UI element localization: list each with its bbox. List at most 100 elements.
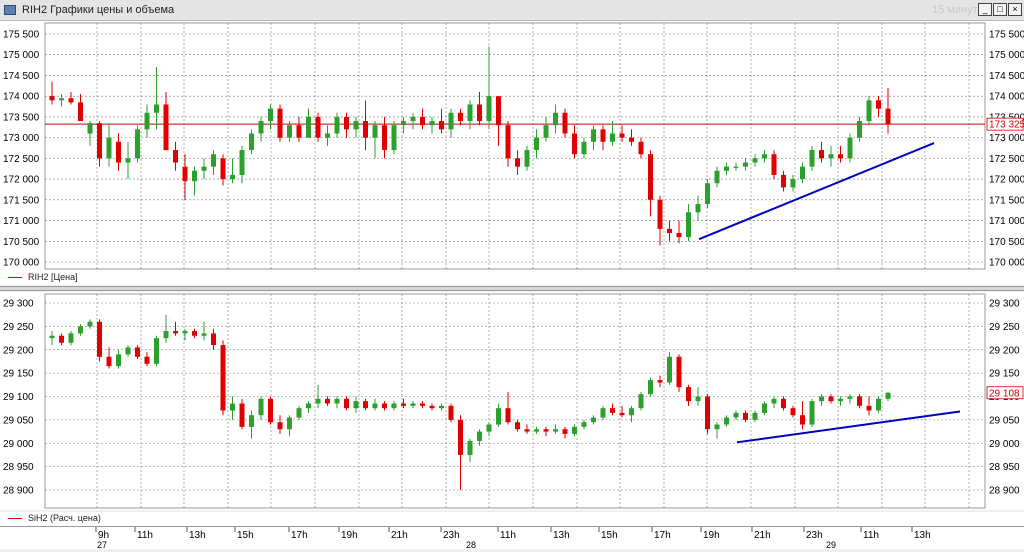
- candle-body: [277, 422, 283, 430]
- candle-body: [372, 403, 378, 409]
- candle-body: [705, 183, 710, 204]
- candle-body: [838, 154, 843, 159]
- current-price-label: 29 108: [989, 388, 1020, 399]
- candle-body: [173, 331, 178, 334]
- candle-body: [686, 387, 691, 402]
- candle-body: [657, 199, 663, 229]
- time-day-label: 28: [466, 540, 476, 549]
- candle-body: [59, 335, 64, 343]
- candle-body: [287, 125, 292, 138]
- y-tick-label-left: 175 500: [3, 30, 40, 41]
- time-axis-labels: 9h 11h 13h 15h 17h 19h 21h 23h 11h 13h 15h 17h 19h 21…: [95, 527, 931, 550]
- candle-body: [353, 401, 359, 409]
- sih2-candlestick-chart[interactable]: 29 300 29 300 29 250 29 250 29 200 29 200 29 1…: [0, 292, 1024, 510]
- candle-body: [467, 440, 473, 455]
- time-hour-label: 19h: [341, 530, 358, 541]
- candle-body: [486, 96, 492, 122]
- candle-body: [610, 133, 615, 142]
- candle-body: [781, 174, 786, 188]
- candle-body: [828, 396, 834, 402]
- candle-body: [847, 137, 853, 159]
- y-tick-label-left: 174 500: [3, 71, 40, 82]
- time-hour-label: 13h: [189, 530, 206, 541]
- candle-body: [762, 403, 767, 413]
- maximize-button[interactable]: □: [993, 3, 1007, 16]
- candle-body: [344, 116, 349, 130]
- candle-body: [220, 345, 226, 411]
- candle-body: [296, 125, 302, 138]
- candle-body: [819, 150, 824, 159]
- candle-body: [192, 170, 197, 182]
- candle-body: [695, 203, 701, 213]
- candle-body: [106, 356, 112, 367]
- candle-body: [524, 429, 530, 432]
- candle-body: [306, 403, 311, 409]
- current-price-tag: [986, 386, 1024, 400]
- candle-body: [648, 154, 653, 200]
- candle-body: [363, 401, 368, 409]
- candle-body: [125, 347, 131, 355]
- candle-body: [391, 403, 397, 409]
- candle-body: [78, 326, 83, 334]
- candle-body: [581, 141, 587, 155]
- candle-body: [600, 129, 606, 142]
- y-tick-label-left: 173 500: [3, 112, 40, 123]
- y-tick-label-right: 29 050: [989, 415, 1020, 426]
- candle-body: [334, 398, 340, 404]
- candle-body: [562, 112, 568, 134]
- rih2-legend-swatch: [8, 277, 22, 278]
- candle-body: [372, 125, 378, 138]
- candle-body: [268, 398, 273, 423]
- y-tick-label-right: 173 000: [989, 133, 1024, 144]
- close-button[interactable]: ×: [1008, 3, 1022, 16]
- y-tick-label-left: 29 200: [3, 345, 34, 356]
- candle-body: [524, 150, 530, 167]
- candle-body: [638, 141, 644, 155]
- y-tick-label-left: 171 500: [3, 195, 40, 206]
- rih2-price-pane[interactable]: 175 500 175 500 175 000 175 000 174 500 174 5…: [0, 21, 1024, 271]
- candle-body: [885, 108, 891, 125]
- candle-body: [743, 412, 748, 420]
- time-hour-label: 9h: [98, 530, 109, 541]
- time-day-label: 29: [826, 540, 836, 549]
- candle-body: [401, 121, 406, 126]
- time-hour-label: 17h: [291, 530, 308, 541]
- sih2-legend: SiH2 (Расч. цена): [0, 512, 1024, 526]
- y-tick-label-left: 28 900: [3, 486, 34, 497]
- candle-body: [429, 405, 435, 409]
- candle-body: [619, 133, 625, 138]
- candle-body: [306, 116, 311, 138]
- trendline: [736, 410, 961, 444]
- candle-body: [182, 331, 188, 334]
- candle-body: [733, 412, 739, 418]
- sih2-price-pane[interactable]: 29 300 29 300 29 250 29 250 29 200 29 200 29 1…: [0, 292, 1024, 510]
- candle-body: [230, 403, 235, 411]
- candle-body: [182, 166, 188, 182]
- candle-body: [239, 403, 245, 427]
- candle-body: [591, 417, 596, 423]
- candle-body: [154, 338, 159, 364]
- pane-splitter[interactable]: [0, 286, 1024, 291]
- candle-body: [201, 166, 207, 171]
- rih2-candlestick-chart[interactable]: 175 500 175 500 175 000 175 000 174 500 174 5…: [0, 21, 1024, 271]
- y-tick-label-left: 173 000: [3, 133, 40, 144]
- candle-body: [866, 405, 872, 411]
- candle-body: [543, 125, 549, 138]
- minimize-button[interactable]: _: [978, 3, 992, 16]
- time-hour-label: 15h: [237, 530, 254, 541]
- interval-label: 15 минут: [932, 4, 978, 16]
- candle-body: [847, 396, 853, 399]
- candle-body: [87, 321, 93, 327]
- candle-body: [59, 98, 64, 101]
- candle-body: [714, 424, 720, 430]
- candle-body: [439, 121, 444, 130]
- y-tick-label-left: 170 500: [3, 237, 40, 248]
- candle-body: [667, 356, 672, 383]
- candle-body: [410, 403, 416, 406]
- y-tick-label-left: 29 050: [3, 415, 34, 426]
- candle-body: [515, 158, 520, 167]
- candle-body: [49, 96, 55, 101]
- y-tick-label-left: 29 300: [3, 299, 34, 310]
- sih2-legend-swatch: [8, 518, 22, 519]
- candle-body: [268, 108, 273, 122]
